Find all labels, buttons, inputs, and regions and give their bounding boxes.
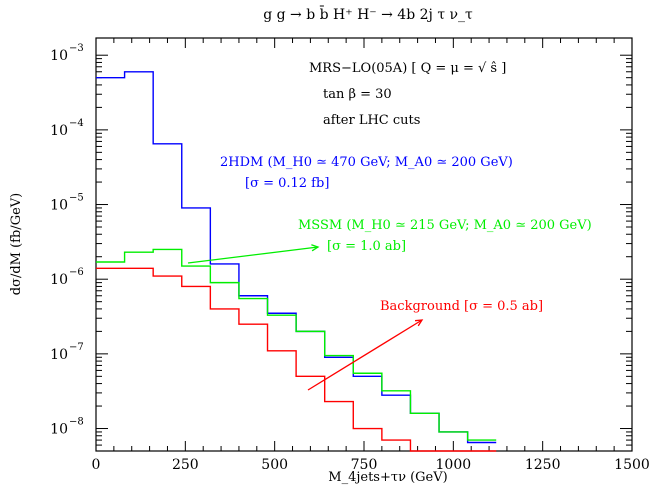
background-arrow-head: [414, 319, 424, 327]
x-tick-label: 250: [172, 457, 199, 473]
x-tick-label: 0: [92, 457, 101, 473]
y-tick-exponent: −4: [69, 118, 84, 129]
x-tick-label: 1250: [525, 457, 561, 473]
background-arrow: [307, 319, 423, 391]
y-tick-exponent: −8: [69, 417, 84, 428]
y-tick-label: 10: [50, 422, 68, 438]
annotation-arrows: [187, 244, 424, 391]
series-group: [96, 71, 497, 452]
y-tick-exponent: −3: [69, 43, 84, 54]
y-tick-exponent: −6: [69, 267, 84, 278]
background-label: Background [σ = 0.5 ab]: [380, 299, 543, 314]
x-tick-label: 1000: [436, 457, 472, 473]
info-line1: MRS−LO(05A) [ Q = μ = √ ŝ ]: [309, 61, 506, 76]
y-tick-label: 10: [50, 48, 68, 64]
y-axis-label: dσ/dM (fb/GeV): [9, 193, 24, 295]
y-tick-label: 10: [50, 198, 68, 214]
x-tick-label: 750: [351, 457, 378, 473]
y-tick-label: 10: [50, 272, 68, 288]
info-line3: after LHC cuts: [323, 113, 420, 128]
mssm-label: MSSM (M_H0 ≃ 215 GeV; M_A0 ≃ 200 GeV): [298, 218, 592, 233]
info-line2: tan β = 30: [323, 87, 392, 102]
x-tick-label: 1500: [614, 457, 650, 473]
series-mssm-line: [96, 248, 497, 441]
mssm-arrow: [187, 246, 319, 264]
mssm-sigma: [σ = 1.0 ab]: [327, 239, 406, 254]
axis-ticks: 0 250 500 750 1000 1250 150010−810−710−610−510…: [50, 38, 650, 473]
x-axis-label: M_4jets+τν (GeV): [328, 470, 447, 485]
y-tick-exponent: −7: [69, 342, 84, 353]
chart-title: g g → b b̄ H⁺ H⁻ → 4b 2j τ ν_τ: [263, 5, 473, 23]
hdm-sigma: [σ = 0.12 fb]: [245, 176, 329, 191]
hdm-label: 2HDM (M_H0 ≃ 470 GeV; M_A0 ≃ 200 GeV): [220, 155, 513, 170]
series-2hdm-line: [96, 71, 497, 444]
mssm-arrow-head: [311, 244, 320, 252]
x-tick-label: 500: [261, 457, 288, 473]
y-tick-label: 10: [50, 123, 68, 139]
y-tick-label: 10: [50, 347, 68, 363]
y-tick-exponent: −5: [69, 193, 84, 204]
series-background-line: [96, 267, 497, 452]
